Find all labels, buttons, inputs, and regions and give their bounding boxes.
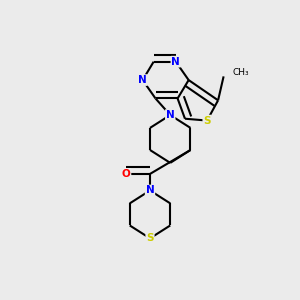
Text: N: N [171, 57, 180, 67]
Text: N: N [138, 75, 147, 85]
Text: O: O [122, 169, 130, 179]
Text: CH₃: CH₃ [233, 68, 249, 77]
Text: N: N [146, 185, 154, 196]
Text: N: N [166, 110, 175, 120]
Text: S: S [203, 116, 211, 126]
Text: S: S [146, 233, 154, 243]
